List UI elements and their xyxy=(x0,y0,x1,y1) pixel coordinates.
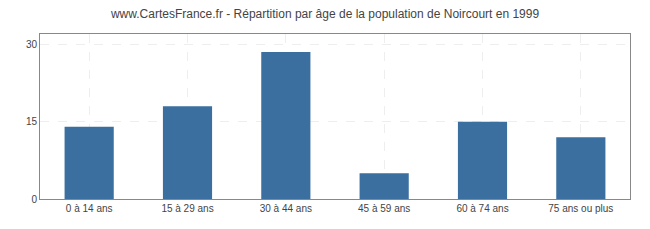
svg-text:0: 0 xyxy=(31,194,37,205)
svg-text:30 à 44 ans: 30 à 44 ans xyxy=(260,203,312,214)
svg-text:45 à 59 ans: 45 à 59 ans xyxy=(358,203,410,214)
svg-text:www.CartesFrance.fr - Répartit: www.CartesFrance.fr - Répartition par âg… xyxy=(110,7,540,21)
svg-text:60 à 74 ans: 60 à 74 ans xyxy=(456,203,508,214)
svg-text:75 ans ou plus: 75 ans ou plus xyxy=(548,203,613,214)
svg-text:15: 15 xyxy=(26,116,38,127)
svg-text:0 à 14 ans: 0 à 14 ans xyxy=(66,203,113,214)
svg-text:30: 30 xyxy=(26,39,38,50)
svg-text:15 à 29 ans: 15 à 29 ans xyxy=(161,203,213,214)
